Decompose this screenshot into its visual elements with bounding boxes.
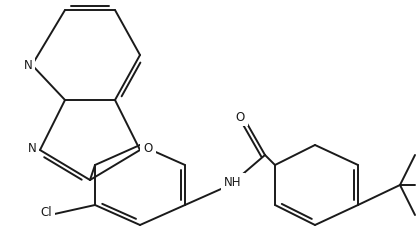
Text: NH: NH (224, 175, 242, 189)
Text: Cl: Cl (40, 206, 52, 218)
Text: O: O (235, 110, 245, 124)
Text: N: N (23, 59, 32, 71)
Text: O: O (143, 141, 153, 154)
Text: N: N (28, 141, 36, 154)
